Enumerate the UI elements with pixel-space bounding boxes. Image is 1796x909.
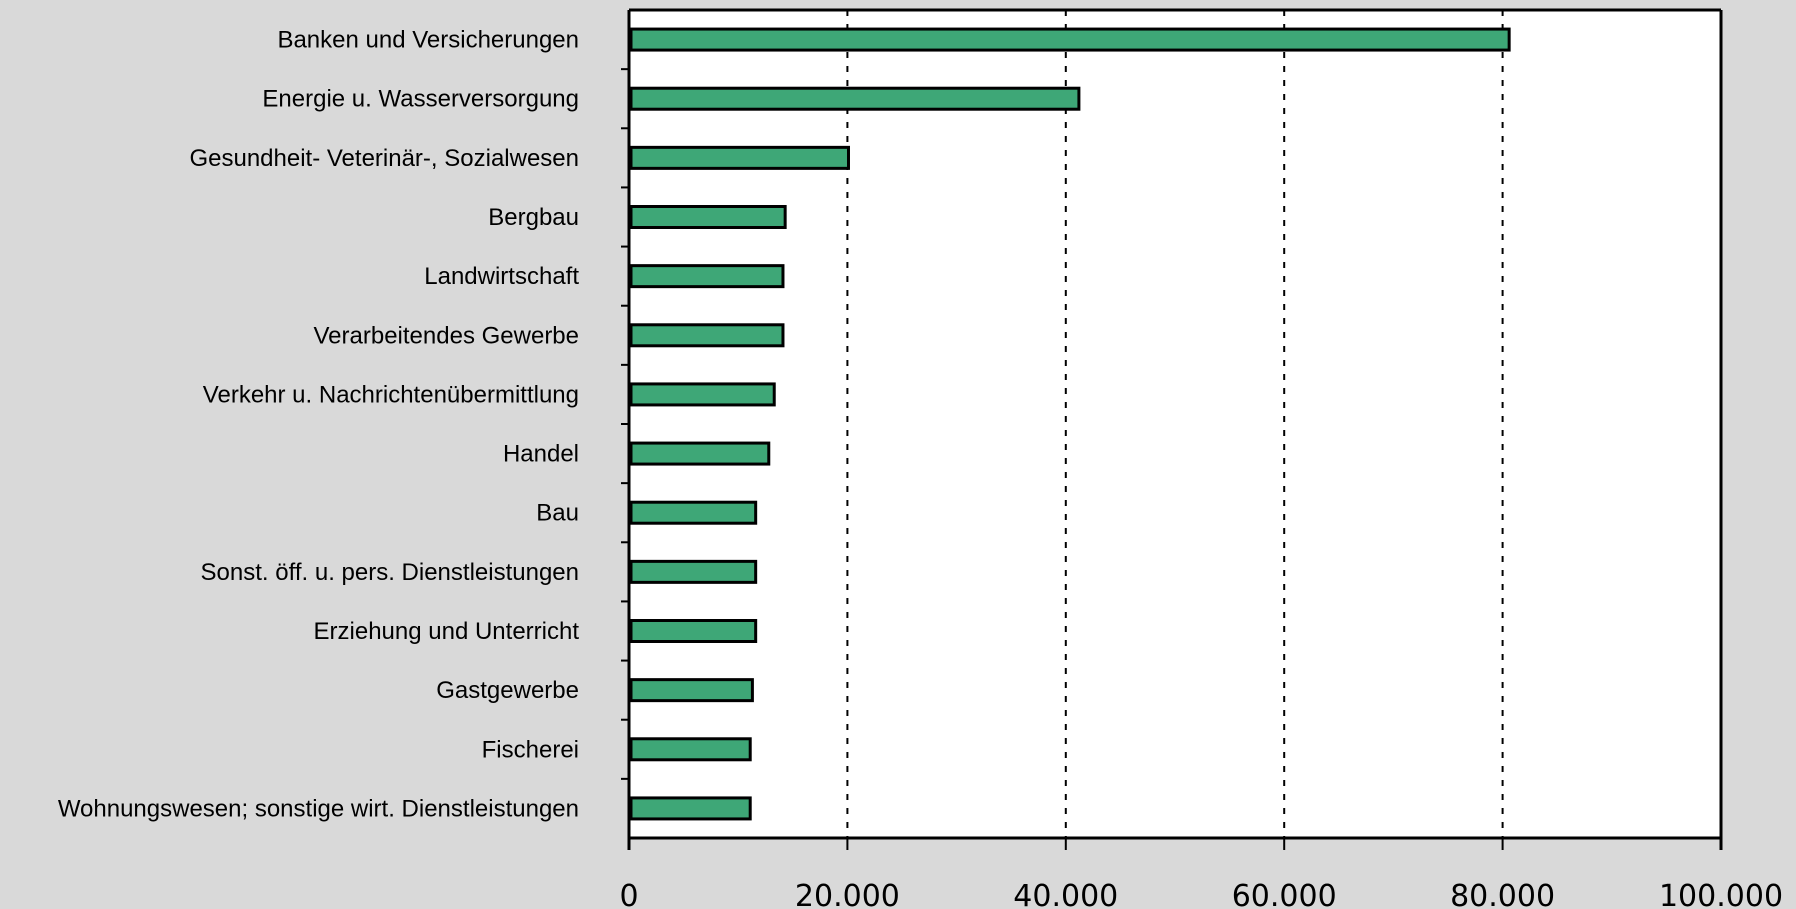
x-tick-label: 0 xyxy=(619,879,638,909)
bar xyxy=(629,500,758,525)
category-label: Bau xyxy=(536,500,579,527)
x-tick-label: 60.000 xyxy=(1232,879,1337,909)
category-label: Verkehr u. Nachrichtenübermittlung xyxy=(203,381,579,408)
category-label: Banken und Versicherungen xyxy=(277,27,579,54)
x-tick-label: 100.000 xyxy=(1659,879,1783,909)
x-tick-label: 40.000 xyxy=(1013,879,1118,909)
bar xyxy=(629,796,752,821)
category-label: Energie u. Wasserversorgung xyxy=(262,86,579,113)
bar xyxy=(629,737,752,762)
bar xyxy=(629,145,850,170)
bar xyxy=(629,678,754,703)
x-tick-labels: 0 20.000 40.000 60.000 80.000 100.000 xyxy=(619,879,1783,909)
category-label: Gastgewerbe xyxy=(436,677,579,704)
category-label: Landwirtschaft xyxy=(424,263,579,290)
bar xyxy=(629,27,1511,52)
plot-area xyxy=(629,10,1721,838)
category-label: Handel xyxy=(503,441,579,468)
category-label: Fischerei xyxy=(482,736,579,763)
bar xyxy=(629,559,758,584)
bar xyxy=(629,382,776,407)
category-label: Gesundheit- Veterinär-, Sozialwesen xyxy=(189,145,579,172)
category-label: Sonst. öff. u. pers. Dienstleistungen xyxy=(201,559,579,586)
category-labels: Banken und Versicherungen Energie u. Wass… xyxy=(58,27,580,823)
axis-ticks xyxy=(621,68,1722,850)
plot-frame xyxy=(627,8,1723,850)
bar xyxy=(629,86,1081,111)
category-label: Erziehung und Unterricht xyxy=(314,618,580,645)
gridlines xyxy=(846,10,1504,838)
category-label: Bergbau xyxy=(488,204,579,231)
bars xyxy=(629,27,1511,821)
bar xyxy=(629,205,787,229)
category-label: Wohnungswesen; sonstige wirt. Dienstleis… xyxy=(58,795,579,822)
category-label: Verarbeitendes Gewerbe xyxy=(314,322,580,349)
bar xyxy=(629,323,785,348)
bar xyxy=(629,441,771,466)
bar xyxy=(629,619,758,643)
x-tick-label: 20.000 xyxy=(795,879,900,909)
bar xyxy=(629,264,785,289)
x-tick-label: 80.000 xyxy=(1450,879,1555,909)
